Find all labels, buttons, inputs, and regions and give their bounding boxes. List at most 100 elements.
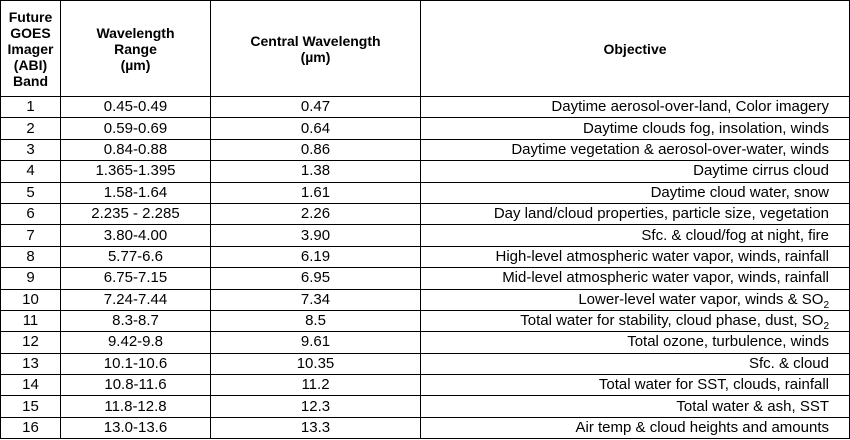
wavelength-range-cell: 0.84-0.88 [60,138,211,162]
objective-text: Lower-level water vapor, winds & SO2 [578,290,829,310]
table-row: 13 10.1-10.6 10.35 Sfc. & cloud [0,352,850,376]
central-wavelength-cell: 0.86 [210,138,421,162]
table-body: 1 0.45-0.49 0.47 Daytime aerosol-over-land,… [0,95,850,440]
table-row: 11 8.3-8.7 8.5 Total water for stability, c… [0,309,850,333]
objective-main-text: Air temp & cloud heights and amounts [575,419,829,437]
header-wavelength-range: Wavelength Range (µm) [60,0,211,97]
header-band: Future GOES Imager (ABI) Band [0,0,61,97]
objective-cell: Lower-level water vapor, winds & SO2 [420,288,850,311]
objective-cell: Total water & ash, SST [420,395,850,418]
band-cell: 4 [0,160,61,183]
band-cell: 2 [0,117,61,140]
table-row: 1 0.45-0.49 0.47 Daytime aerosol-over-land,… [0,95,850,119]
table-row: 9 6.75-7.15 6.95 Mid-level atmospheric wate… [0,267,850,290]
table-row: 15 11.8-12.8 12.3 Total water & ash, SST [0,395,850,418]
table-row: 8 5.77-6.6 6.19 High-level atmospheric wate… [0,245,850,269]
objective-main-text: Total water & ash, SST [676,397,829,415]
objective-cell: Total ozone, turbulence, winds [420,331,850,354]
wavelength-range-cell: 3.80-4.00 [60,224,211,247]
wavelength-range-cell: 5.77-6.6 [60,245,211,269]
objective-main-text: Sfc. & cloud/fog at night, fire [641,226,829,244]
objective-cell: Mid-level atmospheric water vapor, winds… [420,267,850,290]
central-wavelength-cell: 0.47 [210,95,421,119]
objective-text: Total water for stability, cloud phase, … [520,312,829,332]
objective-cell: Daytime clouds fog, insolation, winds [420,117,850,140]
band-cell: 7 [0,224,61,247]
objective-text: Daytime aerosol-over-land, Color imagery [551,98,829,116]
objective-cell: High-level atmospheric water vapor, wind… [420,245,850,269]
objective-cell: Sfc. & cloud [420,352,850,376]
central-wavelength-cell: 8.5 [210,309,421,333]
objective-text: Air temp & cloud heights and amounts [576,419,829,437]
band-cell: 15 [0,395,61,418]
objective-text: Daytime clouds fog, insolation, winds [583,120,829,138]
table-row: 6 2.235 - 2.285 2.26 Day land/cloud propert… [0,202,850,226]
header-central-wavelength: Central Wavelength (µm) [210,0,421,97]
band-cell: 12 [0,331,61,354]
objective-text: High-level atmospheric water vapor, wind… [496,248,829,266]
objective-text: Sfc. & cloud [749,355,829,373]
objective-subscript: 2 [823,321,829,332]
wavelength-range-cell: 1.365-1.395 [60,160,211,183]
objective-text: Total ozone, turbulence, winds [627,333,829,351]
header-central-line: (µm) [300,48,331,65]
objective-text: Daytime cloud water, snow [651,184,829,202]
table-row: 14 10.8-11.6 11.2 Total water for SST, clou… [0,374,850,397]
band-cell: 9 [0,267,61,290]
objective-main-text: Total water for stability, cloud phase, … [520,312,824,330]
wavelength-range-cell: 10.1-10.6 [60,352,211,376]
table-row: 12 9.42-9.8 9.61 Total ozone, turbulence, w… [0,331,850,354]
table-row: 16 13.0-13.6 13.3 Air temp & cloud heights … [0,416,850,440]
header-objective-label: Objective [603,40,667,57]
objective-text: Mid-level atmospheric water vapor, winds… [502,269,829,287]
central-wavelength-cell: 10.35 [210,352,421,376]
objective-cell: Air temp & cloud heights and amounts [420,416,850,440]
objective-text: Total water for SST, clouds, rainfall [599,376,829,394]
central-wavelength-cell: 3.90 [210,224,421,247]
objective-main-text: Day land/cloud properties, particle size… [493,205,829,223]
wavelength-range-cell: 13.0-13.6 [60,416,211,440]
objective-text: Daytime cirrus cloud [693,162,829,180]
objective-main-text: Daytime clouds fog, insolation, winds [583,119,829,137]
central-wavelength-cell: 12.3 [210,395,421,418]
band-cell: 13 [0,352,61,376]
central-wavelength-cell: 13.3 [210,416,421,440]
header-band-line: Band [13,72,48,89]
objective-text: Sfc. & cloud/fog at night, fire [641,227,829,245]
objective-text: Day land/cloud properties, particle size… [494,205,829,223]
objective-cell: Daytime cloud water, snow [420,181,850,204]
objective-cell: Daytime cirrus cloud [420,160,850,183]
band-cell: 6 [0,202,61,226]
wavelength-range-cell: 0.59-0.69 [60,117,211,140]
objective-main-text: Total ozone, turbulence, winds [627,333,829,351]
band-cell: 11 [0,309,61,333]
wavelength-range-cell: 8.3-8.7 [60,309,211,333]
table-row: 5 1.58-1.64 1.61 Daytime cloud water, snow [0,181,850,204]
central-wavelength-cell: 1.61 [210,181,421,204]
objective-cell: Daytime vegetation & aerosol-over-water,… [420,138,850,162]
header-row: Future GOES Imager (ABI) Band Wavelength… [0,0,850,97]
wavelength-range-cell: 0.45-0.49 [60,95,211,119]
objective-main-text: Lower-level water vapor, winds & SO [578,290,824,308]
objective-cell: Daytime aerosol-over-land, Color imagery [420,95,850,119]
objective-cell: Total water for SST, clouds, rainfall [420,374,850,397]
objective-main-text: Total water for SST, clouds, rainfall [598,376,829,394]
objective-cell: Sfc. & cloud/fog at night, fire [420,224,850,247]
central-wavelength-cell: 0.64 [210,117,421,140]
table-row: 10 7.24-7.44 7.34 Lower-level water vapor, … [0,288,850,311]
objective-main-text: Sfc. & cloud [748,354,829,372]
band-cell: 10 [0,288,61,311]
wavelength-range-cell: 2.235 - 2.285 [60,202,211,226]
objective-main-text: Daytime cloud water, snow [650,183,829,201]
central-wavelength-cell: 2.26 [210,202,421,226]
wavelength-range-cell: 7.24-7.44 [60,288,211,311]
header-central-line: Central Wavelength [250,32,381,49]
objective-main-text: Mid-level atmospheric water vapor, winds… [502,269,829,287]
table-row: 3 0.84-0.88 0.86 Daytime vegetation & aeros… [0,138,850,162]
wavelength-range-cell: 11.8-12.8 [60,395,211,418]
wavelength-range-cell: 1.58-1.64 [60,181,211,204]
central-wavelength-cell: 9.61 [210,331,421,354]
band-cell: 5 [0,181,61,204]
wavelength-range-cell: 10.8-11.6 [60,374,211,397]
